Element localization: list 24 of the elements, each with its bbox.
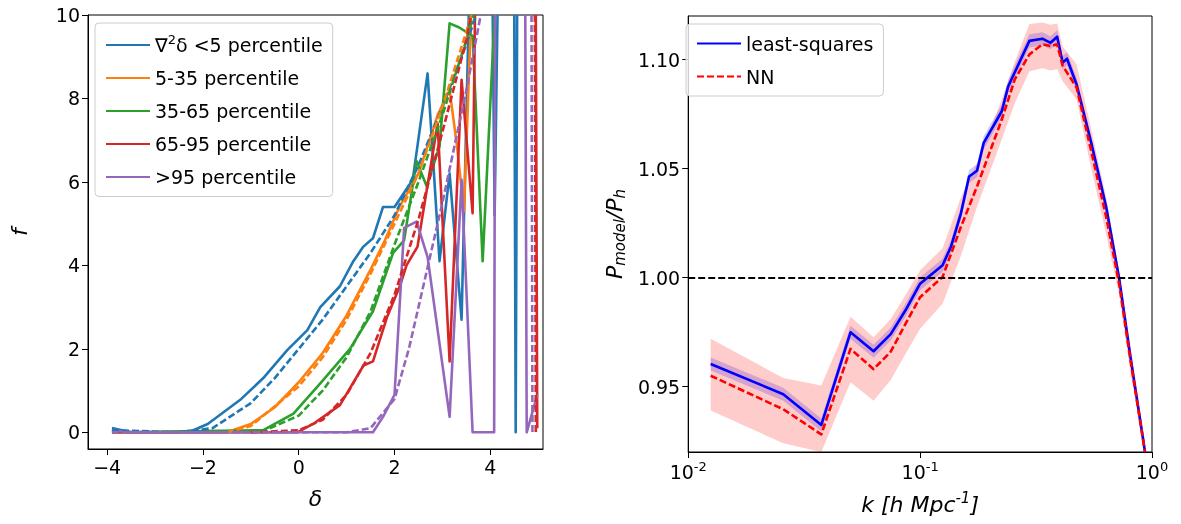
legend-label: 65-95 percentile	[155, 133, 312, 155]
x-tick-label: 2	[388, 455, 401, 478]
y-tick-label: 0.95	[637, 375, 681, 398]
x-tick-label: −4	[93, 455, 122, 478]
legend-label: >95 percentile	[155, 166, 297, 188]
y-tick-label: 0	[67, 421, 80, 444]
y-tick-label: 2	[67, 337, 80, 360]
y-tick-label: 1.00	[637, 266, 681, 289]
legend-label: 5-35 percentile	[155, 67, 300, 89]
y-tick-label: 6	[67, 170, 80, 193]
y-axis-title: Pmodel/Ph	[601, 188, 629, 280]
legend-label: 35-65 percentile	[155, 100, 312, 122]
x-tick-label: −2	[188, 455, 217, 478]
x-tick-label: 0	[292, 455, 305, 478]
y-tick-label: 10	[55, 4, 80, 26]
y-tick-label: 8	[67, 87, 80, 110]
y-tick-label: 4	[67, 254, 80, 277]
x-tick-label: 4	[484, 455, 497, 478]
y-tick-label: 1.10	[637, 48, 681, 71]
legend-label: least-squares	[746, 32, 874, 55]
y-axis-title: f	[6, 224, 32, 236]
x-axis-title: δ	[308, 485, 323, 511]
y-tick-label: 1.05	[637, 157, 681, 180]
legend-label: NN	[746, 65, 775, 88]
